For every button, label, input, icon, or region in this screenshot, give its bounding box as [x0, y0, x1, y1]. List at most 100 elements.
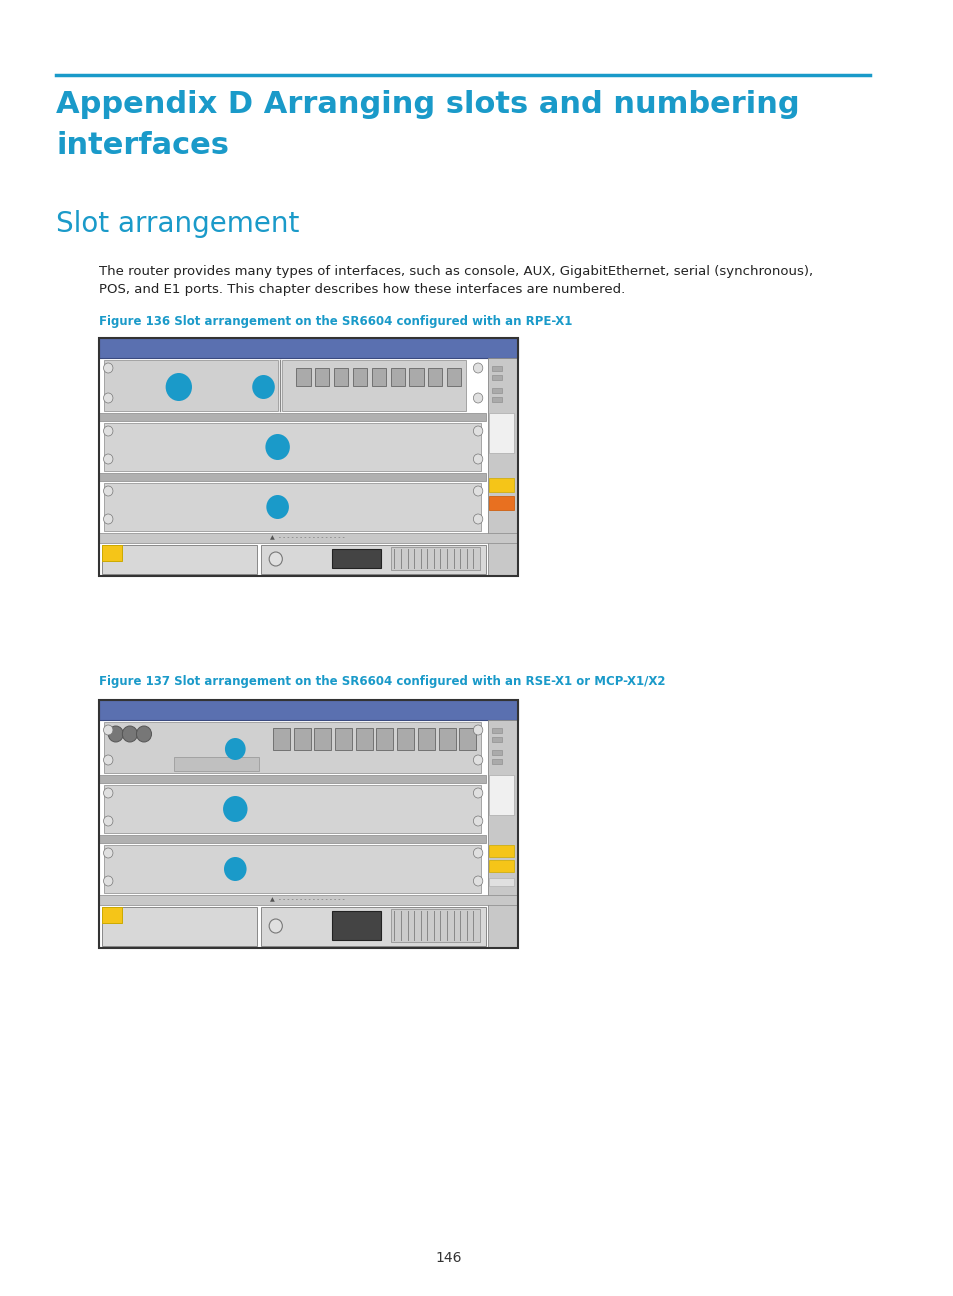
Circle shape [225, 737, 245, 759]
Circle shape [265, 434, 290, 460]
Bar [332, 911, 381, 940]
Bar [390, 547, 479, 570]
Circle shape [473, 788, 482, 798]
Bar [102, 907, 122, 923]
Circle shape [252, 375, 274, 399]
Bar [314, 368, 329, 386]
Bar [492, 750, 501, 756]
Circle shape [473, 515, 482, 524]
Bar [104, 785, 480, 833]
Circle shape [136, 726, 152, 743]
Text: Figure 137 Slot arrangement on the SR6604 configured with an RSE-X1 or MCP-X1/X2: Figure 137 Slot arrangement on the SR660… [99, 675, 664, 688]
Circle shape [104, 788, 112, 798]
Bar [174, 757, 258, 771]
Bar [409, 368, 423, 386]
Bar [102, 907, 256, 946]
Circle shape [473, 756, 482, 765]
Bar [489, 775, 514, 815]
Circle shape [104, 756, 112, 765]
Bar [428, 368, 442, 386]
Bar [355, 728, 373, 750]
Bar [492, 365, 501, 371]
Bar [489, 877, 514, 886]
Bar [99, 700, 517, 947]
Bar [102, 546, 122, 561]
Circle shape [269, 552, 282, 566]
Circle shape [104, 515, 112, 524]
Circle shape [473, 393, 482, 403]
Circle shape [473, 848, 482, 858]
Circle shape [473, 454, 482, 464]
Bar [332, 550, 381, 568]
Text: 146: 146 [436, 1251, 461, 1265]
Circle shape [104, 876, 112, 886]
Bar [99, 896, 517, 905]
Bar [282, 360, 465, 411]
Circle shape [104, 426, 112, 435]
Bar [489, 413, 514, 454]
Circle shape [473, 724, 482, 735]
Text: Figure 136 Slot arrangement on the SR6604 configured with an RPE-X1: Figure 136 Slot arrangement on the SR660… [99, 315, 572, 328]
Bar [104, 360, 277, 411]
Bar [492, 728, 501, 734]
Circle shape [223, 796, 247, 822]
Circle shape [104, 816, 112, 826]
Circle shape [166, 373, 192, 400]
Circle shape [104, 486, 112, 496]
Text: Slot arrangement: Slot arrangement [56, 210, 299, 238]
Bar [390, 908, 479, 942]
Bar [260, 907, 485, 946]
Circle shape [266, 495, 289, 518]
Bar [273, 728, 290, 750]
Bar [99, 775, 485, 783]
Bar [294, 728, 311, 750]
Circle shape [473, 426, 482, 435]
Bar [104, 845, 480, 893]
Bar [492, 388, 501, 393]
Circle shape [108, 726, 123, 743]
Bar [492, 737, 501, 743]
Bar [487, 721, 517, 947]
Bar [489, 478, 514, 492]
Text: ▲  - - - - - - - - - - - - - - - -: ▲ - - - - - - - - - - - - - - - - [270, 535, 345, 540]
Bar [99, 533, 517, 543]
Bar [458, 728, 476, 750]
Bar [396, 728, 414, 750]
Bar [99, 338, 517, 358]
Text: The router provides many types of interfaces, such as console, AUX, GigabitEther: The router provides many types of interf… [99, 264, 812, 295]
Circle shape [473, 816, 482, 826]
Bar [489, 861, 514, 872]
Bar [99, 473, 485, 481]
Bar [438, 728, 455, 750]
Text: Appendix D Arranging slots and numbering
interfaces: Appendix D Arranging slots and numbering… [56, 89, 800, 159]
Bar [492, 375, 501, 380]
Bar [104, 483, 480, 531]
Bar [372, 368, 385, 386]
Bar [335, 728, 352, 750]
Bar [390, 368, 404, 386]
Bar [487, 358, 517, 575]
Circle shape [473, 486, 482, 496]
Circle shape [122, 726, 137, 743]
Circle shape [269, 919, 282, 933]
Bar [417, 728, 435, 750]
Bar [353, 368, 367, 386]
Bar [104, 722, 480, 772]
Bar [104, 422, 480, 470]
Circle shape [104, 393, 112, 403]
Bar [99, 413, 485, 421]
Bar [492, 759, 501, 765]
Circle shape [473, 876, 482, 886]
Bar [314, 728, 331, 750]
Bar [296, 368, 311, 386]
Text: ▲  - - - - - - - - - - - - - - - -: ▲ - - - - - - - - - - - - - - - - [270, 898, 345, 902]
Bar [99, 338, 517, 575]
Bar [99, 835, 485, 842]
Circle shape [104, 848, 112, 858]
Bar [376, 728, 393, 750]
Bar [492, 397, 501, 402]
Bar [99, 700, 517, 721]
Bar [102, 546, 256, 574]
Circle shape [104, 724, 112, 735]
Bar [489, 496, 514, 511]
